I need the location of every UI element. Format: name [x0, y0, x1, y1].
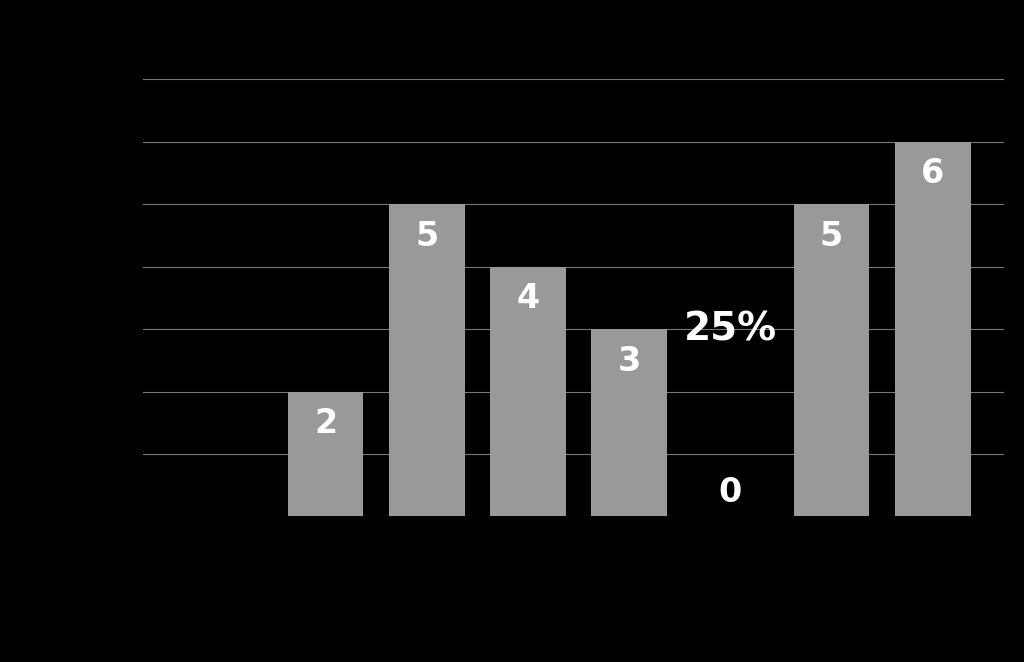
Text: 4: 4 — [516, 282, 540, 315]
Bar — [794, 205, 869, 516]
Text: 5: 5 — [415, 220, 438, 253]
Bar — [489, 267, 566, 516]
Bar — [389, 205, 465, 516]
Text: 6: 6 — [921, 158, 944, 191]
Text: 5: 5 — [820, 220, 843, 253]
Text: 25%: 25% — [684, 310, 777, 348]
Bar — [895, 142, 971, 516]
Text: 2: 2 — [314, 407, 337, 440]
Text: 0: 0 — [719, 476, 742, 509]
Bar — [288, 391, 364, 516]
Bar — [591, 329, 667, 516]
Text: 3: 3 — [617, 345, 641, 378]
